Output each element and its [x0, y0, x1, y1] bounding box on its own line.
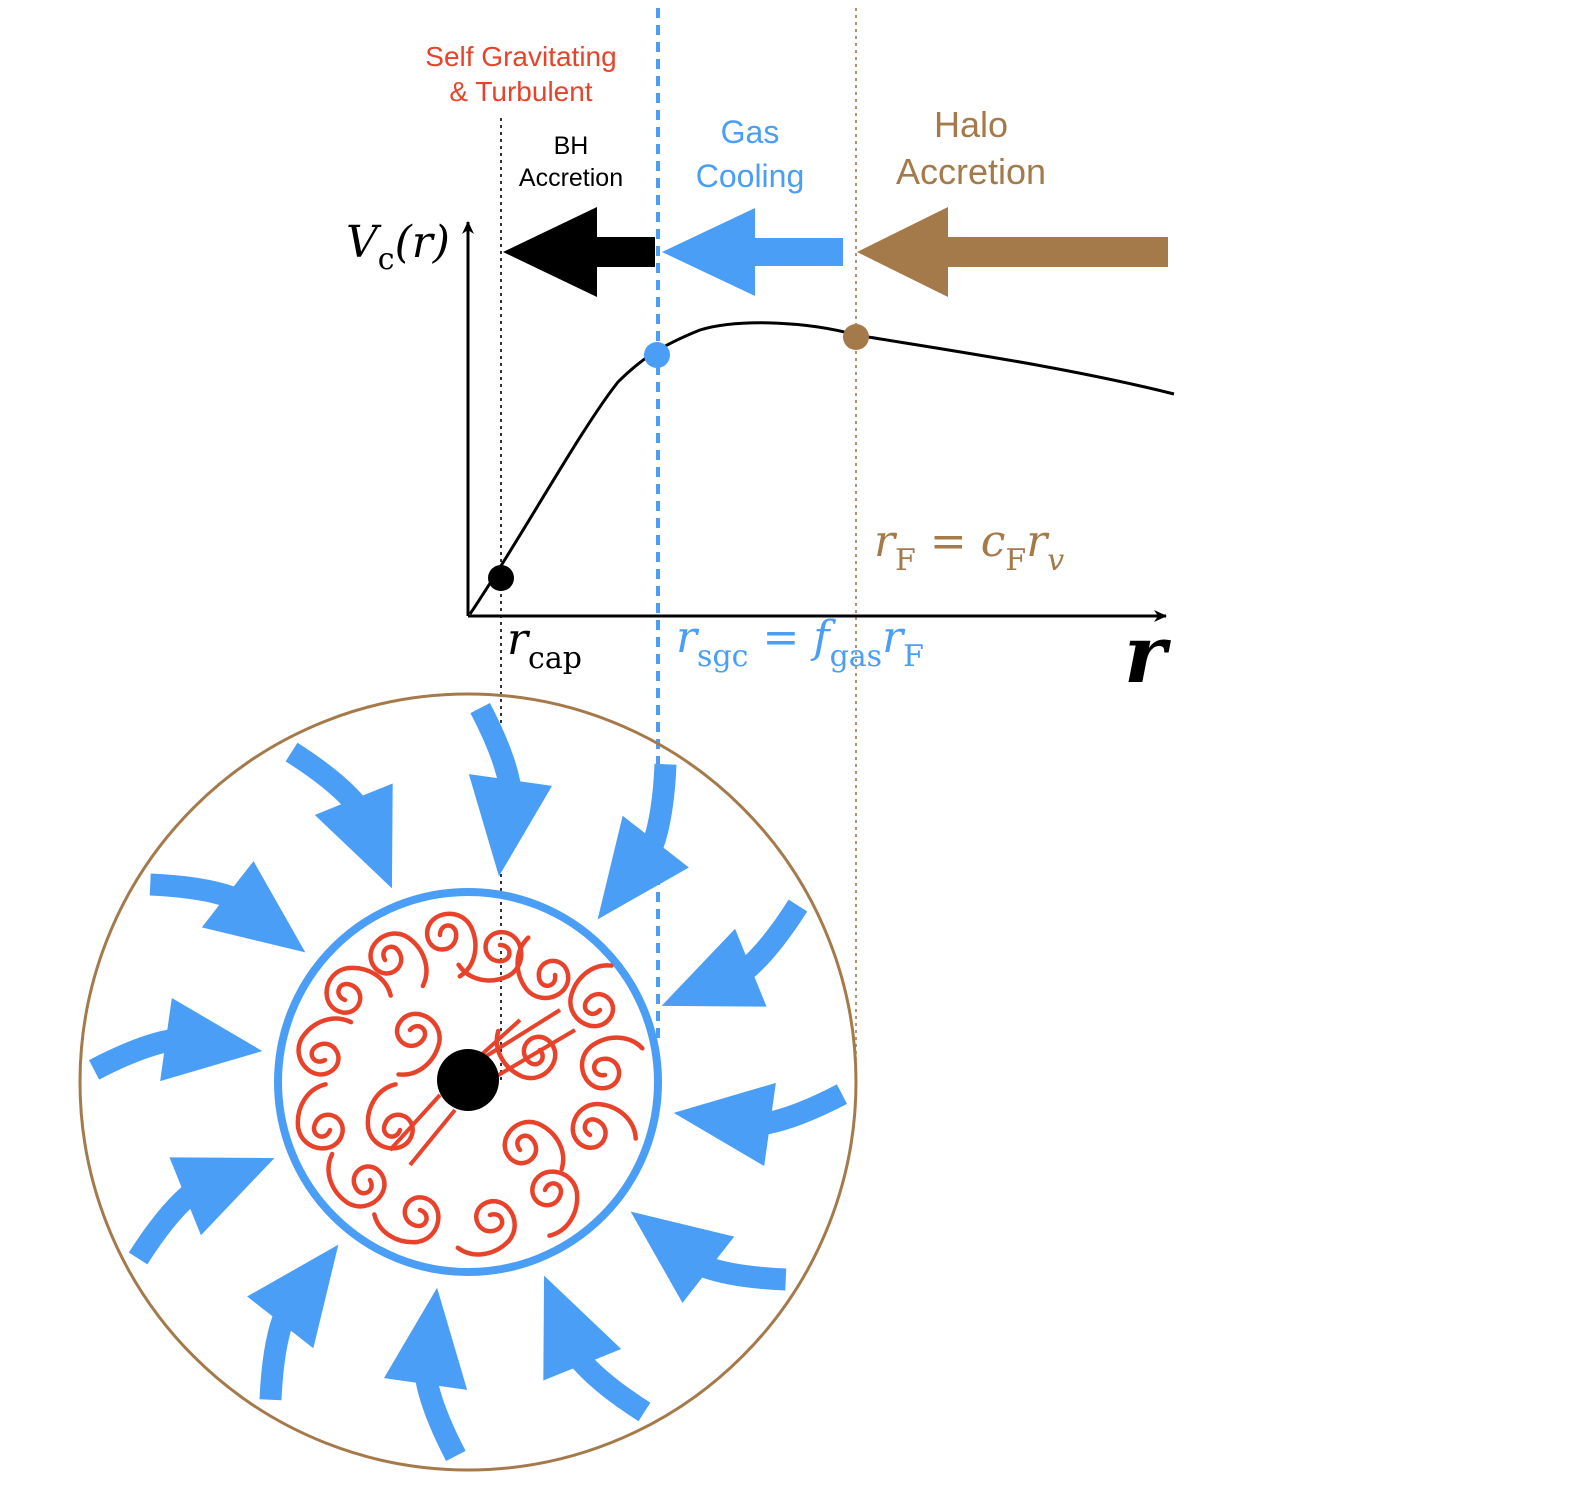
bh-label: BH [554, 132, 589, 160]
halo-label: Halo [934, 104, 1008, 145]
turbulent-swirl-icon [296, 1016, 354, 1077]
r-sgc-point [644, 342, 670, 368]
curved-inflow-arrow-icon [597, 763, 689, 920]
curved-inflow-arrow-icon [247, 1244, 339, 1401]
turbulent-swirl-icon [502, 1119, 566, 1172]
turbulent-streak [388, 1093, 442, 1152]
turbulent-swirl-icon [394, 1011, 442, 1077]
turbulent-swirl-icon [365, 1082, 415, 1151]
r-f-point [843, 324, 869, 350]
turbulent-swirl-icon [530, 1169, 580, 1238]
turbulent-swirl-icon [455, 1199, 517, 1257]
turbulent-swirl-icon [456, 930, 524, 983]
turbulent-streak [408, 1108, 457, 1167]
x-axis-label: r [1124, 607, 1171, 701]
r-sgc-label: rsgc = fgasrF [676, 612, 924, 674]
turbulent-swirl-icon [425, 911, 478, 979]
y-axis-label: Vc(r) [346, 217, 450, 277]
turbulent-label: & Turbulent [449, 76, 592, 107]
curved-inflow-arrow-icon [543, 1275, 651, 1422]
turbulent-swirl-icon [579, 1035, 645, 1091]
bh-accretion-label: Accretion [519, 164, 623, 192]
curved-inflow-arrow-icon [673, 1082, 848, 1167]
turbulent-swirls-group [295, 911, 645, 1257]
turbulent-streak [478, 1008, 562, 1062]
turbulent-swirl-icon [326, 1151, 387, 1209]
curved-inflow-arrow-icon [468, 702, 553, 877]
turbulent-swirl-icon [368, 931, 429, 989]
bh-accretion-arrow [503, 207, 655, 297]
turbulent-swirl-icon [372, 1195, 441, 1245]
r-cap-label: rcap [507, 614, 582, 676]
gas-cooling-label: Cooling [696, 158, 805, 194]
halo-boundary-circle [78, 692, 858, 1472]
inflow-arrows-group [88, 702, 848, 1462]
turbulent-swirl-icon [515, 935, 571, 1001]
black-hole-icon [437, 1049, 499, 1111]
turbulent-streak [488, 1028, 577, 1082]
gas-label: Gas [721, 114, 780, 150]
r-cap-point [488, 565, 514, 591]
turbulent-swirl-icon [570, 1101, 639, 1150]
halo-accretion-arrow [857, 207, 1168, 297]
cooling-boundary-circle [274, 888, 662, 1276]
turbulent-swirl-icon [295, 1082, 345, 1151]
rotation-curve [468, 321, 1175, 615]
r-f-label: rF = cFrv [874, 516, 1064, 578]
curved-inflow-arrow-icon [661, 899, 808, 1007]
gas-cooling-arrow [662, 208, 843, 296]
curved-inflow-arrow-icon [149, 861, 306, 953]
turbulent-swirl-icon [568, 963, 616, 1029]
curved-inflow-arrow-icon [383, 1287, 468, 1462]
halo-accretion-label: Accretion [896, 151, 1046, 192]
curved-inflow-arrow-icon [630, 1211, 787, 1303]
curved-inflow-arrow-icon [88, 997, 263, 1082]
curved-inflow-arrow-icon [285, 742, 393, 889]
self-gravitating-label: Self Gravitating [425, 41, 616, 72]
turbulent-swirl-icon [324, 965, 393, 1015]
curved-inflow-arrow-icon [128, 1157, 275, 1265]
